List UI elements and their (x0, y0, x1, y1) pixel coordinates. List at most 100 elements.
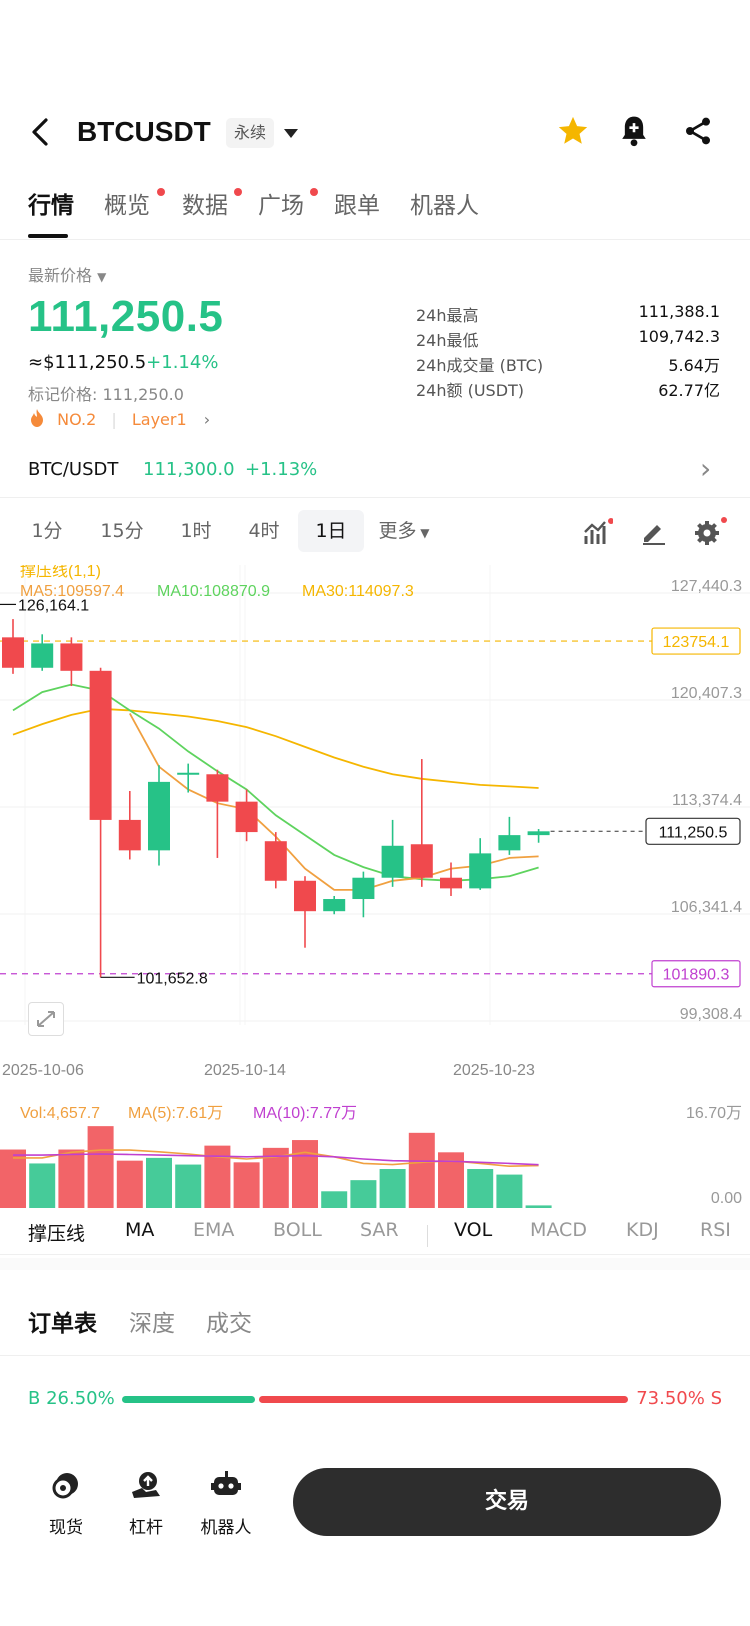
orderbook-tabs: 订单表 深度 成交 (0, 1296, 750, 1356)
mark-price: 标记价格: 111,250.0 (28, 385, 184, 404)
active-tab-indicator (28, 234, 68, 238)
back-arrow-icon[interactable] (22, 114, 58, 150)
support-label: 101890.3 (663, 967, 730, 984)
category-tag[interactable]: Layer1 (131, 410, 187, 429)
candlestick-chart[interactable]: 撑压线(1,1) MA5:109597.4 MA10:108870.9 MA30:11… (0, 565, 750, 1095)
stat-value: 5.64万 (668, 356, 720, 375)
candle-body (206, 774, 229, 802)
tab-square[interactable]: 广场 (258, 193, 304, 219)
indicator-rsi[interactable]: RSI (700, 1219, 731, 1241)
y-tick-label: 120,407.3 (671, 685, 742, 702)
indicator-icon[interactable] (583, 518, 613, 546)
interval-4h[interactable]: 4时 (248, 520, 280, 542)
current-price-label: 111,250.5 (659, 824, 728, 841)
latest-price-label-text: 最新价格 (28, 266, 93, 285)
bell-plus-icon[interactable] (618, 114, 650, 148)
bottom-action-bar: 现货 杠杆 机器人 交易 (0, 1450, 750, 1626)
nav-robot[interactable]: 机器人 (191, 1470, 261, 1538)
star-icon[interactable] (556, 114, 590, 148)
stat-value: 111,388.1 (638, 302, 720, 321)
tab-trades[interactable]: 成交 (206, 1311, 252, 1337)
indicator-ma[interactable]: MA (125, 1219, 155, 1241)
fullscreen-button[interactable] (28, 1002, 64, 1036)
candle-body (148, 781, 170, 851)
tab-orderbook[interactable]: 订单表 (28, 1311, 97, 1337)
margin-icon (132, 1472, 160, 1498)
buy-sell-ratio: B 26.50% 73.50% S (0, 1385, 750, 1415)
nav-robot-label: 机器人 (200, 1518, 252, 1538)
candle-body (498, 835, 521, 851)
interval-more[interactable]: 更多 ▼ (374, 510, 434, 552)
expand-icon (37, 1011, 55, 1027)
latest-price-label[interactable]: 最新价格 ▼ (28, 262, 106, 286)
chevron-right-icon: › (700, 452, 712, 485)
nav-spot[interactable]: 现货 (31, 1470, 101, 1538)
indicator-ema[interactable]: EMA (193, 1219, 235, 1241)
candle-body (294, 880, 316, 912)
volume-bar (525, 1205, 552, 1208)
contract-type-badge: 永续 (226, 118, 275, 148)
stat-value: 62.77亿 (658, 381, 720, 400)
volume-bar (379, 1169, 406, 1208)
stat-key: 24h最低 (416, 331, 479, 350)
main-tabs: 行情 概览 数据 广场 跟单 机器人 (0, 180, 750, 240)
interval-1d[interactable]: 1日 (298, 510, 364, 552)
chevron-right-icon[interactable]: › (203, 410, 211, 429)
indicator-sar[interactable]: SAR (360, 1219, 399, 1241)
candle-body (118, 819, 141, 851)
pencil-icon[interactable] (640, 518, 668, 546)
nav-margin[interactable]: 杠杆 (111, 1470, 181, 1538)
tab-bot[interactable]: 机器人 (410, 193, 479, 219)
share-icon[interactable] (682, 114, 714, 148)
sell-ratio-label: 73.50% S (636, 1388, 722, 1409)
spot-pair-row[interactable]: BTC/USDT 111,300.0 +1.13% › (0, 448, 750, 498)
last-price: 111,250.5 (28, 292, 224, 341)
volume-bar (0, 1149, 26, 1208)
vol-y-bottom: 0.00 (711, 1190, 742, 1207)
indicator-macd[interactable]: MACD (530, 1219, 587, 1241)
tab-market[interactable]: 行情 (28, 193, 74, 219)
gear-icon[interactable] (693, 516, 729, 548)
volume-bar (58, 1149, 85, 1208)
interval-1h[interactable]: 1时 (180, 520, 212, 542)
stat-key: 24h额 (USDT) (416, 381, 525, 400)
indicator-kdj[interactable]: KDJ (626, 1219, 659, 1241)
interval-1m[interactable]: 1分 (31, 520, 63, 542)
usd-equivalent-row: ≈$111,250.5+1.14% (28, 352, 218, 373)
volume-bar (29, 1163, 56, 1208)
section-divider (0, 1258, 750, 1270)
high-label: 126,164.1 (18, 597, 89, 614)
current-price-box (645, 817, 741, 845)
indicator-support-resistance[interactable]: 撑压线 (28, 1223, 86, 1245)
interval-selector: 1分 15分 1时 4时 1日 更多 ▼ (0, 510, 750, 560)
tab-overview[interactable]: 概览 (104, 193, 150, 219)
caret-down-icon: ▼ (97, 270, 107, 284)
tab-copy-trade[interactable]: 跟单 (334, 193, 380, 219)
x-tick-label: 2025-10-06 (2, 1062, 84, 1079)
divider (427, 1225, 428, 1247)
tab-depth[interactable]: 深度 (129, 1311, 175, 1337)
interval-15m[interactable]: 15分 (100, 520, 144, 542)
candle-body (381, 845, 404, 878)
candle-body (60, 643, 83, 671)
ma-legend-2: MA30:114097.3 (302, 583, 414, 600)
tab-data[interactable]: 数据 (182, 193, 228, 219)
volume-bar (467, 1169, 494, 1208)
spot-change: +1.13% (245, 459, 318, 480)
volume-bar (496, 1174, 523, 1208)
candle-body (323, 899, 346, 912)
y-tick-label: 99,308.4 (680, 1006, 742, 1023)
candle-body (352, 877, 375, 900)
symbol-title[interactable]: BTCUSDT (77, 116, 211, 147)
sell-ratio-bar (259, 1396, 628, 1403)
candle-body (410, 844, 433, 878)
volume-bar (146, 1157, 172, 1208)
indicator-tabs: 撑压线 MA EMA BOLL SAR VOL MACD KDJ RSI (0, 1215, 750, 1255)
support-label-box (651, 960, 741, 988)
indicator-vol[interactable]: VOL (454, 1219, 493, 1241)
spot-price: 111,300.0 (143, 459, 235, 480)
indicator-boll[interactable]: BOLL (273, 1219, 322, 1241)
trade-button[interactable]: 交易 (293, 1468, 721, 1536)
chevron-down-icon[interactable] (280, 122, 302, 144)
candle-body (177, 772, 200, 775)
